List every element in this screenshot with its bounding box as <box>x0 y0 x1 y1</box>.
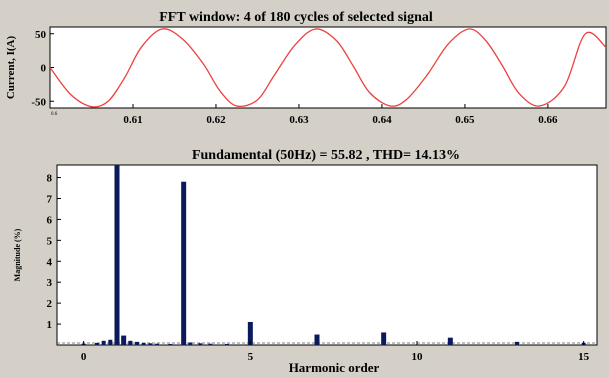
y-axis-label: Current, I(A) <box>5 35 17 99</box>
y-tick-label: -50 <box>31 96 46 108</box>
harmonic-bar <box>141 342 146 345</box>
y-tick-label: 8 <box>47 173 53 185</box>
x-tick-label: 0 <box>81 351 87 363</box>
y-tick-label: 7 <box>47 193 53 205</box>
harmonic-spectrum-chart: Fundamental (50Hz) = 55.82 , THD= 14.13%… <box>13 148 598 375</box>
x-tick-label: 0.62 <box>206 114 226 126</box>
y-tick-label: 6 <box>47 214 53 226</box>
x-tick-label: 0.63 <box>289 114 309 126</box>
harmonic-bar <box>247 321 253 345</box>
time-domain-chart: FFT window: 4 of 180 cycles of selected … <box>5 10 607 126</box>
x-tick-label: 0.65 <box>455 114 475 126</box>
x-tick-label: 15 <box>578 351 590 363</box>
plot-area <box>56 164 598 346</box>
x-tick-label: 5 <box>248 351 254 363</box>
x-tick-label: 10 <box>412 351 424 363</box>
y-axis-label: Magnitude (%) <box>13 228 22 281</box>
harmonic-bar <box>314 334 320 345</box>
harmonic-bar <box>447 337 453 345</box>
current-waveform-line <box>50 28 606 108</box>
harmonic-bar <box>188 342 193 345</box>
harmonic-bar <box>168 343 173 345</box>
y-tick-label: 5 <box>47 235 53 247</box>
harmonic-bar <box>121 335 127 345</box>
harmonic-bar <box>225 343 229 345</box>
harmonic-bar <box>155 343 159 345</box>
plot-area <box>49 26 607 109</box>
harmonic-bar <box>515 341 519 345</box>
harmonic-bar <box>135 341 139 345</box>
harmonic-bar <box>381 332 387 345</box>
harmonic-bar <box>101 340 106 345</box>
x-tick-label: 0.66 <box>538 114 558 126</box>
x-axis-label: Harmonic order <box>289 360 380 375</box>
harmonic-bar <box>128 340 133 345</box>
harmonic-bar <box>114 165 120 345</box>
y-tick-label: 2 <box>47 298 53 310</box>
harmonic-bar <box>108 339 113 345</box>
x-tick-label: 0.64 <box>372 114 392 126</box>
x-tick-label: 0.61 <box>123 114 142 126</box>
harmonic-bar <box>95 342 99 345</box>
harmonic-bar <box>208 343 213 345</box>
y-tick-label: 50 <box>35 29 47 41</box>
y-tick-label: 3 <box>47 277 53 289</box>
chart-title: FFT window: 4 of 180 cycles of selected … <box>159 10 433 25</box>
chart-title: Fundamental (50Hz) = 55.82 , THD= 14.13% <box>192 148 460 163</box>
x-tick-label: 0.6 <box>51 112 58 117</box>
y-tick-label: 1 <box>47 319 53 331</box>
harmonic-bar <box>181 181 187 345</box>
harmonic-bar <box>148 343 153 345</box>
y-tick-label: 0 <box>41 63 47 75</box>
y-tick-label: 4 <box>47 256 53 268</box>
harmonic-bar <box>198 343 203 345</box>
